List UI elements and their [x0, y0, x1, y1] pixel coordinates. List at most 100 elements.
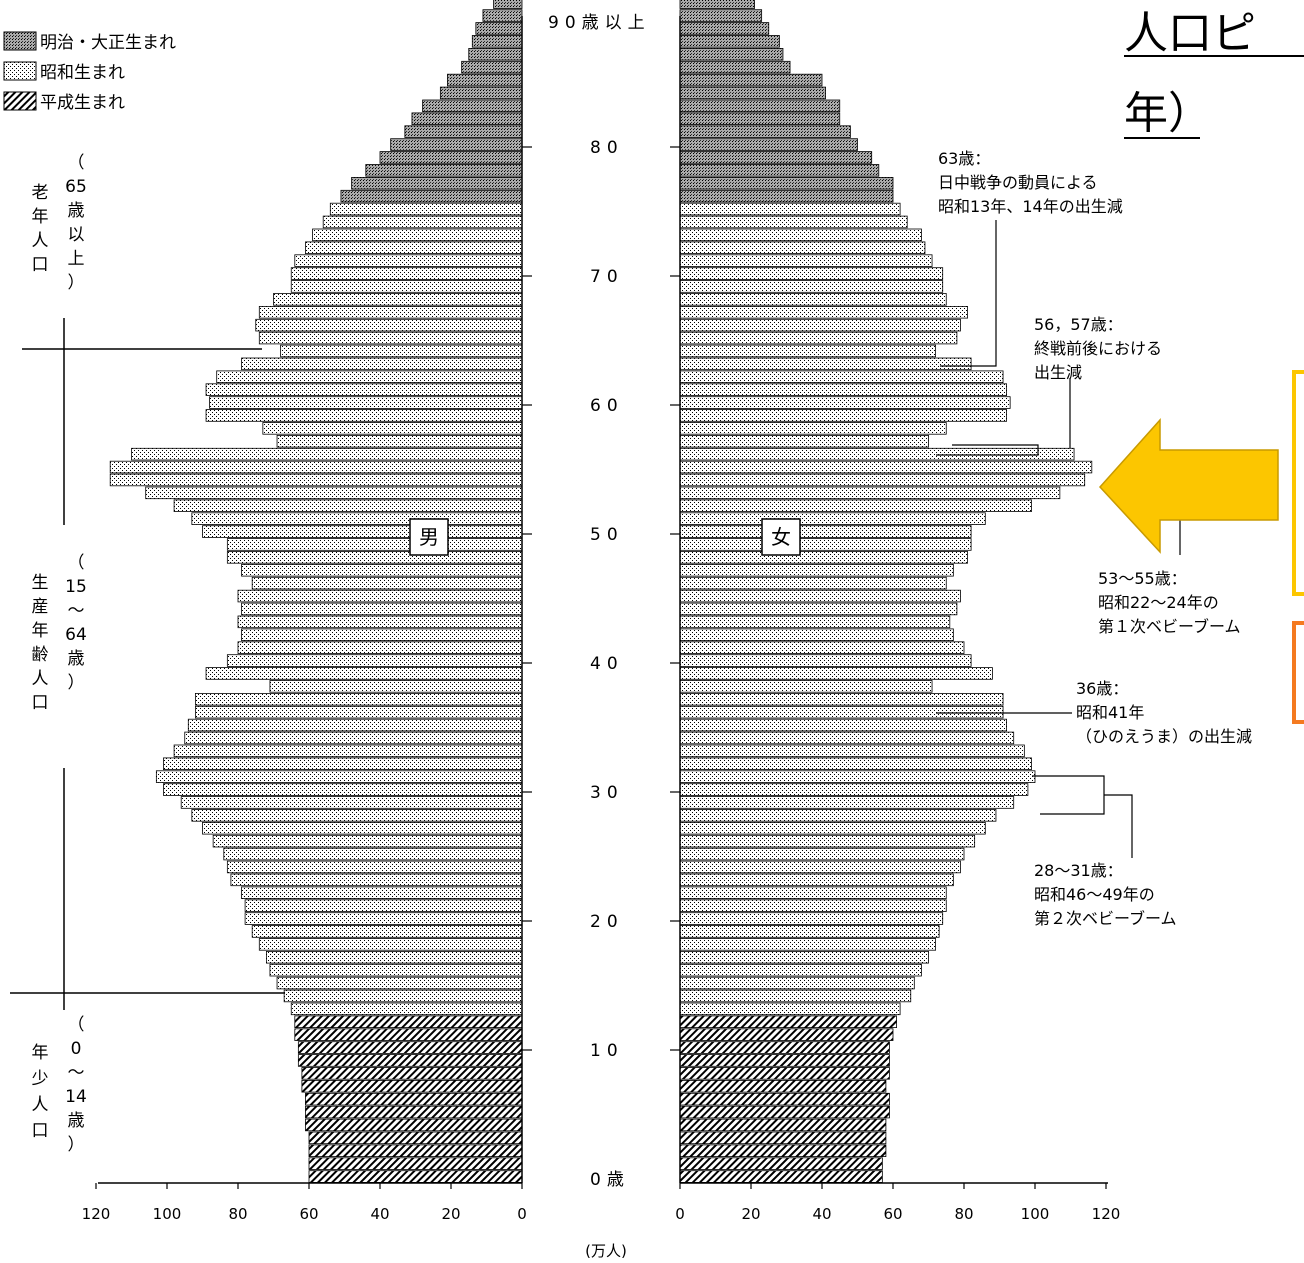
male-bar-age-33 — [173, 744, 523, 758]
female-bar-age-50 — [679, 525, 972, 538]
female-bar-age-77 — [679, 176, 894, 190]
female-bar-age-29 — [679, 796, 1015, 809]
male-bar-age-20 — [244, 912, 523, 925]
female-bar-age-68 — [679, 293, 947, 306]
female-bar-age-34 — [679, 731, 1015, 745]
title-line-2: 年） — [1124, 88, 1212, 139]
female-bar-age-27 — [679, 822, 986, 835]
female-bar-age-52 — [679, 499, 1032, 512]
male-bar-age-79 — [379, 151, 523, 164]
female-bar-age-55 — [679, 460, 1093, 474]
title-fragment: 人口ピ 年） — [1124, 8, 1304, 139]
baby-boom-arrow-icon — [1098, 418, 1279, 554]
annotation-1-line-0: 56，57歳： — [1034, 315, 1123, 334]
female-bar-age-59 — [679, 409, 1008, 422]
male-bar-age-19 — [251, 925, 523, 938]
male-bar-age-78 — [365, 164, 523, 177]
female-bar-age-43 — [679, 615, 951, 629]
male-bar-age-86 — [461, 60, 523, 74]
male-bar-age-83 — [422, 99, 523, 113]
female-x-tick-label-20: 20 — [741, 1205, 760, 1223]
male-bar-age-72 — [305, 241, 523, 254]
working-name-char: 齢 — [32, 645, 49, 665]
male-bar-age-90 — [482, 9, 523, 22]
female-bar-age-78 — [679, 164, 880, 177]
female-bar-age-89 — [679, 22, 770, 35]
age-tick-label-50: 50 — [590, 525, 624, 545]
female-bar-age-57 — [679, 434, 929, 448]
annotation-1-line-1: 終戦前後における — [1034, 339, 1162, 358]
working-range-part: 歳 — [68, 649, 85, 669]
male-bar-age-14 — [283, 989, 523, 1003]
female-bar-age-72 — [679, 241, 926, 254]
female-bar-age-7 — [679, 1080, 887, 1093]
female-bar-age-69 — [679, 280, 944, 293]
male-x-tick-label-20: 20 — [441, 1205, 460, 1223]
female-bar-age-64 — [679, 344, 937, 358]
male-bar-age-41 — [237, 641, 523, 654]
legend-swatch-heisei — [3, 91, 37, 111]
female-bar-age-42 — [679, 628, 954, 642]
female-bar-age-91 — [679, 0, 755, 9]
male-bar-age-69 — [290, 280, 523, 293]
female-bar-age-54 — [679, 473, 1086, 487]
annotation-2-line-0: 53～55歳： — [1098, 569, 1187, 588]
working-range-part: （ — [68, 553, 85, 573]
female-bar-age-36 — [679, 705, 1004, 719]
male-bar-age-91 — [493, 0, 523, 9]
male-bar-age-85 — [447, 73, 523, 87]
male-bar-age-62 — [216, 370, 523, 383]
male-bar-age-67 — [258, 305, 523, 319]
female-bar-age-60 — [679, 396, 1011, 409]
male-bar-age-66 — [255, 318, 523, 332]
male-bar-age-49 — [226, 538, 523, 551]
female-bar-age-31 — [679, 770, 1036, 783]
age-tick-label-40: 40 — [590, 654, 624, 674]
highlight-box-orange — [1292, 621, 1304, 724]
young-range-part: 14 — [65, 1087, 87, 1107]
female-bar-age-88 — [679, 35, 780, 48]
male-bar-age-45 — [237, 589, 523, 603]
elderly-range-part: ） — [68, 273, 85, 293]
male-label-box: 男 — [409, 518, 449, 556]
young-range-part: （ — [68, 1015, 85, 1035]
female-label-box: 女 — [761, 518, 801, 556]
female-bar-age-24 — [679, 860, 961, 874]
female-bar-age-6 — [679, 1092, 890, 1106]
female-bar-age-30 — [679, 783, 1029, 796]
working-name-char: 生 — [32, 573, 49, 593]
female-bar-age-4 — [679, 1118, 887, 1132]
female-bar-age-22 — [679, 886, 947, 900]
male-bar-age-64 — [280, 344, 523, 358]
male-bar-age-63 — [241, 357, 523, 371]
male-bar-age-3 — [308, 1131, 523, 1145]
female-x-tick-label-120: 120 — [1092, 1205, 1121, 1223]
age-tick-label-80: 80 — [590, 138, 624, 158]
male-x-tick-label-0: 0 — [517, 1205, 527, 1223]
female-bar-age-8 — [679, 1067, 890, 1080]
female-x-tick-label-100: 100 — [1021, 1205, 1050, 1223]
legend-label-heisei: 平成生まれ — [40, 93, 125, 113]
legend-label-meiji: 明治・大正生まれ — [40, 33, 176, 53]
male-bar-age-65 — [258, 331, 523, 345]
working-name-char: 産 — [32, 597, 49, 617]
male-bar-age-39 — [205, 667, 523, 680]
male-bar-age-11 — [294, 1028, 523, 1041]
male-bar-age-80 — [390, 138, 523, 151]
age-tick-label-0: 0歳 — [590, 1170, 630, 1190]
male-bar-age-57 — [276, 434, 523, 448]
age-tick-label-90: 90歳以上 — [548, 13, 651, 33]
male-bar-age-1 — [308, 1157, 523, 1170]
male-bar-age-55 — [109, 460, 523, 474]
female-bar-age-18 — [679, 938, 937, 951]
annotation-4-line-1: 昭和46～49年の — [1034, 885, 1155, 904]
elderly-name-char: 老 — [32, 183, 49, 203]
male-bar-age-21 — [244, 899, 523, 912]
male-x-tick-label-100: 100 — [153, 1205, 182, 1223]
female-bar-age-51 — [679, 512, 986, 525]
female-bar-age-83 — [679, 99, 841, 113]
female-bar-age-84 — [679, 86, 826, 100]
male-bar-age-46 — [251, 576, 523, 590]
female-bar-age-10 — [679, 1041, 890, 1054]
male-bar-age-34 — [184, 731, 523, 745]
